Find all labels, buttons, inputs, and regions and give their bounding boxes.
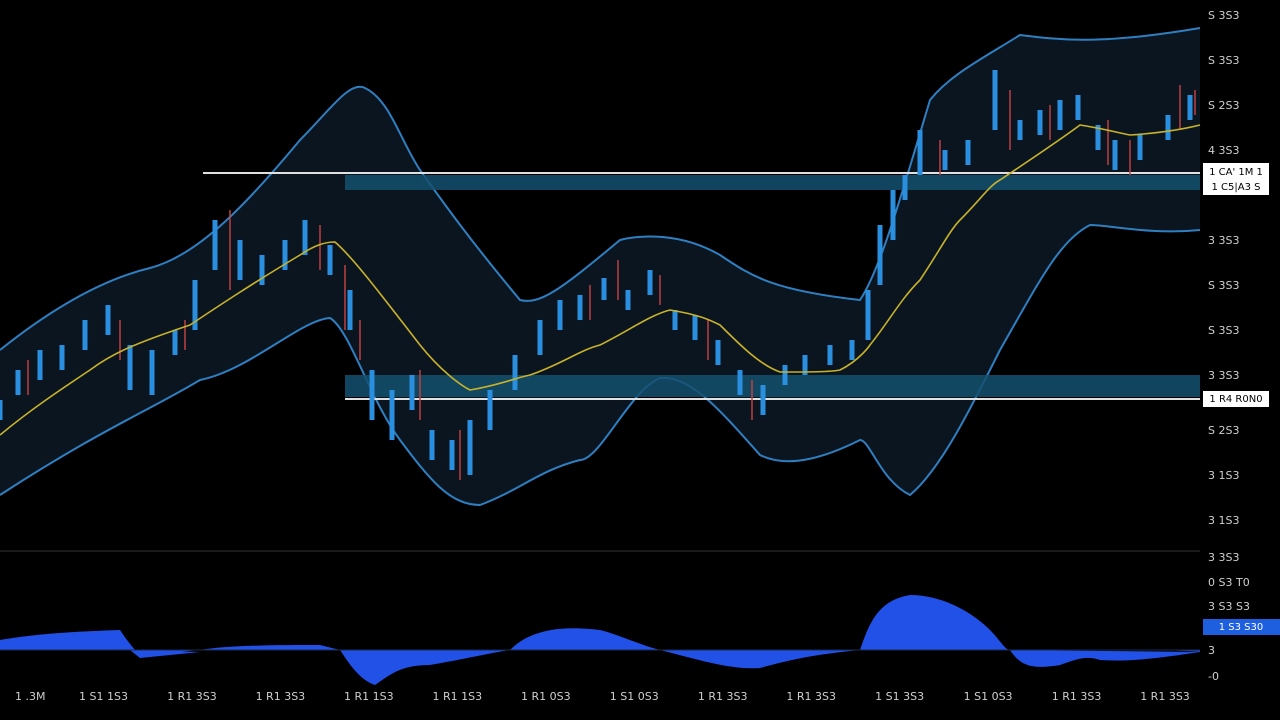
price-label: 3 3S3 — [1208, 369, 1239, 382]
oscillator-tag: 1 S3 S30 — [1219, 622, 1264, 633]
price-label: S 2S3 — [1208, 424, 1239, 437]
time-label: 1 S1 3S3 — [875, 690, 924, 703]
time-label: 1 R1 3S3 — [1052, 690, 1102, 703]
time-label: 1 R1 3S3 — [698, 690, 748, 703]
time-label: 1 S1 1S3 — [79, 690, 128, 703]
level-tag-box — [1203, 163, 1269, 195]
oscillator-tag-box — [1203, 619, 1280, 635]
time-label: 1 S1 0S3 — [610, 690, 659, 703]
price-label: S 3S3 — [1208, 324, 1239, 337]
time-label: 1 R1 3S3 — [256, 690, 306, 703]
level-tag: 1 R4 R0N0 — [1209, 394, 1262, 405]
time-axis: 1 .3M 1 S1 1S3 1 R1 3S3 1 R1 3S3 1 R1 1S3 1 R… — [15, 690, 1190, 703]
price-label: S 3S3 — [1208, 9, 1239, 22]
level-tag-box — [1203, 391, 1269, 407]
oscillator-label: -0 — [1208, 670, 1219, 683]
time-label: 1 R1 3S3 — [1140, 690, 1190, 703]
upper-band — [0, 27, 1201, 351]
resistance-zone — [345, 175, 1200, 190]
price-label: 3 1S3 — [1208, 514, 1239, 527]
time-label: 1 S1 0S3 — [964, 690, 1013, 703]
price-label: 4 3S3 — [1208, 144, 1239, 157]
oscillator-label: 0 S3 T0 — [1208, 576, 1250, 589]
candle-wicks — [27, 85, 1196, 480]
moving-average — [0, 124, 1201, 436]
price-label: S 2S3 — [1208, 99, 1239, 112]
price-label: S 3S3 — [1208, 54, 1239, 67]
time-label: 1 .3M — [15, 690, 45, 703]
time-label: 1 R1 1S3 — [432, 690, 482, 703]
time-label: 1 R1 3S3 — [786, 690, 836, 703]
level-tag: 1 CA' 1M 1 — [1209, 167, 1263, 178]
oscillator-label: 3 — [1208, 644, 1215, 657]
price-label: S 3S3 — [1208, 279, 1239, 292]
price-label: 3 3S3 — [1208, 234, 1239, 247]
oscillator-negative — [130, 650, 1200, 685]
oscillator-axis: 3 3S3 0 S3 T0 3 S3 S3 3 -0 — [1208, 551, 1250, 683]
price-axis: S 3S3 S 3S3 S 2S3 4 3S3 3 3S3 S 3S3 S 3S3 3 3S3… — [1208, 9, 1239, 527]
support-zone — [345, 375, 1200, 397]
level-tag: 1 C5|A3 S — [1212, 182, 1261, 193]
price-label: 3 1S3 — [1208, 469, 1239, 482]
oscillator-label: 3 3S3 — [1208, 551, 1239, 564]
candles-up — [0, 70, 1193, 475]
oscillator-positive — [0, 595, 1200, 655]
time-label: 1 R1 3S3 — [167, 690, 217, 703]
time-label: 1 R1 0S3 — [521, 690, 571, 703]
oscillator-label: 3 S3 S3 — [1208, 600, 1250, 613]
time-label: 1 R1 1S3 — [344, 690, 394, 703]
